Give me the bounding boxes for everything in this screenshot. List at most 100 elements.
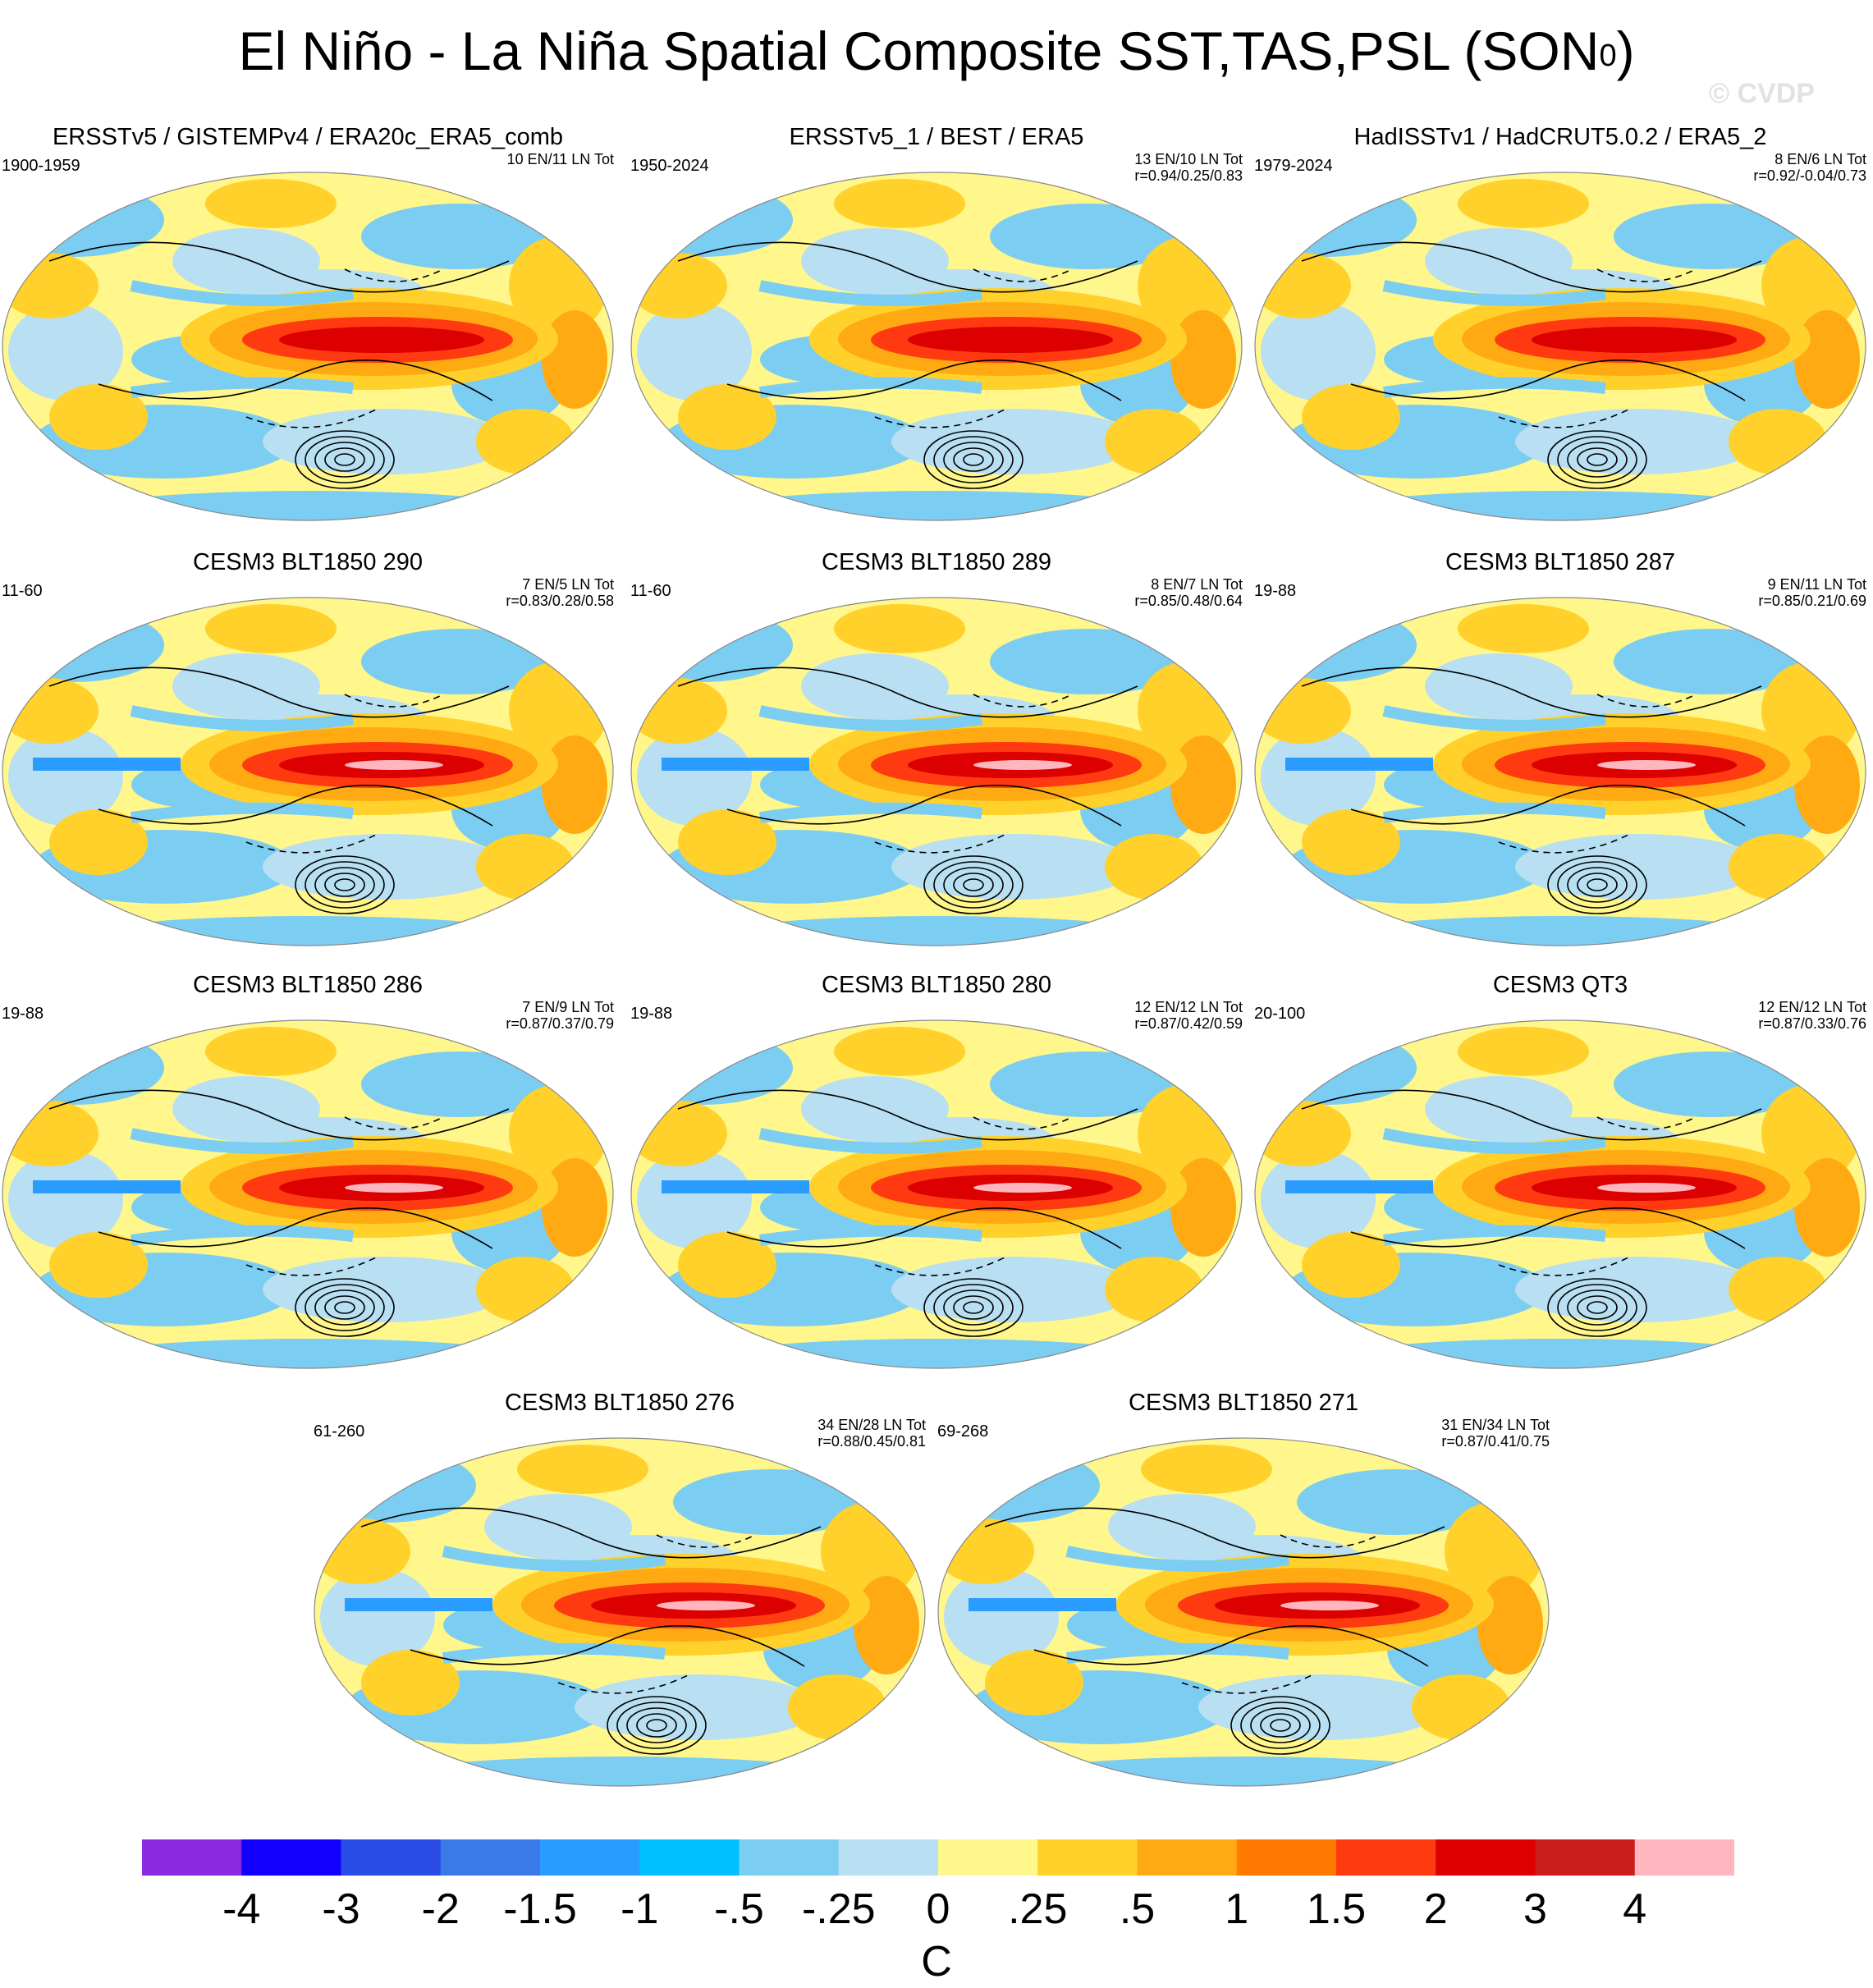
colorbar-swatch xyxy=(440,1839,541,1876)
map-panel: CESM3 BLT1850 286 19-88 7 EN/9 LN Tot r=0… xyxy=(0,971,616,1373)
panel-years: 20-100 xyxy=(1254,1005,1306,1023)
colorbar-tick-label: -2 xyxy=(421,1885,460,1933)
colorbar-swatch xyxy=(341,1839,442,1876)
anomaly-map xyxy=(1254,172,1866,521)
panel-title: CESM3 BLT1850 286 xyxy=(193,972,423,998)
panel-stats: 12 EN/12 LN Tot r=0.87/0.42/0.59 xyxy=(1134,999,1243,1032)
colorbar-units: C xyxy=(921,1938,952,1986)
colorbar-tick-label: 2 xyxy=(1423,1885,1448,1933)
colorbar-tick-label: 0 xyxy=(926,1885,950,1933)
panel-title: CESM3 BLT1850 290 xyxy=(193,549,423,575)
panel-title: CESM3 BLT1850 287 xyxy=(1445,549,1675,575)
panel-stats: 7 EN/5 LN Tot r=0.83/0.28/0.58 xyxy=(506,576,614,609)
panel-stats: 13 EN/10 LN Tot r=0.94/0.25/0.83 xyxy=(1134,151,1243,184)
panel-stats: 31 EN/34 LN Tot r=0.87/0.41/0.75 xyxy=(1441,1417,1550,1450)
watermark: © CVDP xyxy=(1709,78,1815,109)
colorbar-swatch xyxy=(1535,1839,1636,1876)
panel-stats: 12 EN/12 LN Tot r=0.87/0.33/0.76 xyxy=(1758,999,1866,1032)
colorbar-tick-label: 3 xyxy=(1523,1885,1547,1933)
panel-title: CESM3 BLT1850 271 xyxy=(1129,1390,1358,1416)
colorbar-swatch xyxy=(1236,1839,1337,1876)
colorbar-tick-label: .25 xyxy=(1008,1885,1068,1933)
psl-contours xyxy=(1301,241,1762,489)
colorbar-swatch xyxy=(1436,1839,1536,1876)
colorbar-swatch xyxy=(639,1839,740,1876)
panel-years: 19-88 xyxy=(630,1005,673,1023)
anomaly-map xyxy=(630,597,1243,946)
colorbar-swatch xyxy=(1137,1839,1238,1876)
panel-title: ERSSTv5_1 / BEST / ERA5 xyxy=(789,124,1084,150)
anomaly-map xyxy=(2,1019,614,1369)
panel-years: 1950-2024 xyxy=(630,157,709,175)
psl-contours xyxy=(677,1089,1138,1337)
map-fill xyxy=(2,598,613,946)
colorbar xyxy=(142,1839,1734,1876)
anomaly-map xyxy=(2,597,614,946)
psl-contours xyxy=(677,666,1138,914)
psl-contours xyxy=(984,1507,1445,1755)
panel-years: 1900-1959 xyxy=(2,157,80,175)
psl-contours xyxy=(360,1507,822,1755)
map-fill xyxy=(938,1438,1549,1786)
map-fill xyxy=(1255,598,1866,946)
map-panel: CESM3 BLT1850 287 19-88 9 EN/11 LN Tot r=… xyxy=(1252,548,1868,950)
colorbar-swatch xyxy=(739,1839,840,1876)
map-fill xyxy=(314,1438,925,1786)
map-fill xyxy=(631,1020,1242,1368)
panel-years: 1979-2024 xyxy=(1254,157,1333,175)
panel-stats: 8 EN/7 LN Tot r=0.85/0.48/0.64 xyxy=(1134,576,1243,609)
panel-years: 11-60 xyxy=(630,582,671,600)
panel-title: CESM3 BLT1850 289 xyxy=(822,549,1051,575)
panel-years: 69-268 xyxy=(937,1422,989,1441)
psl-contours xyxy=(1301,666,1762,914)
map-panel: CESM3 BLT1850 290 11-60 7 EN/5 LN Tot r=0… xyxy=(0,548,616,950)
psl-contours xyxy=(48,1089,510,1337)
panel-years: 61-260 xyxy=(314,1422,365,1441)
colorbar-swatch xyxy=(1634,1839,1734,1876)
psl-contours xyxy=(48,241,510,489)
colorbar-tick-label: -4 xyxy=(222,1885,261,1933)
map-fill xyxy=(2,172,613,520)
panel-stats: 9 EN/11 LN Tot r=0.85/0.21/0.69 xyxy=(1758,576,1866,609)
colorbar-swatch xyxy=(142,1839,242,1876)
map-fill xyxy=(631,598,1242,946)
colorbar-tick-label: -3 xyxy=(322,1885,360,1933)
colorbar-tick-label: 1.5 xyxy=(1306,1885,1367,1933)
panel-title: CESM3 QT3 xyxy=(1492,972,1628,998)
panel-years: 19-88 xyxy=(2,1005,44,1023)
panel-years: 19-88 xyxy=(1254,582,1297,600)
anomaly-map xyxy=(314,1437,926,1787)
colorbar-swatch xyxy=(838,1839,939,1876)
colorbar-tick-label: -1.5 xyxy=(503,1885,577,1933)
anomaly-map xyxy=(1254,1019,1866,1369)
colorbar-swatch xyxy=(1037,1839,1138,1876)
panel-stats: 10 EN/11 LN Tot xyxy=(506,151,614,167)
anomaly-map xyxy=(630,1019,1243,1369)
colorbar-swatch xyxy=(938,1839,1038,1876)
panel-title: CESM3 BLT1850 276 xyxy=(505,1390,735,1416)
panel-title: HadISSTv1 / HadCRUT5.0.2 / ERA5_2 xyxy=(1353,124,1767,150)
map-fill xyxy=(1255,172,1866,520)
map-panel: CESM3 QT3 20-100 12 EN/12 LN Tot r=0.87/0… xyxy=(1252,971,1868,1373)
anomaly-map xyxy=(2,172,614,521)
psl-contours xyxy=(1301,1089,1762,1337)
map-panel: ERSSTv5_1 / BEST / ERA5 1950-2024 13 EN/… xyxy=(629,123,1244,525)
psl-contours xyxy=(48,666,510,914)
psl-contours xyxy=(677,241,1138,489)
panel-stats: 8 EN/6 LN Tot r=0.92/-0.04/0.73 xyxy=(1753,151,1866,184)
colorbar-tick-label: 1 xyxy=(1225,1885,1249,1933)
map-panel: CESM3 BLT1850 289 11-60 8 EN/7 LN Tot r=0… xyxy=(629,548,1244,950)
colorbar-tick-label: -.25 xyxy=(801,1885,876,1933)
figure-title: El Niño - La Niña Spatial Composite SST,… xyxy=(238,21,1635,81)
map-fill xyxy=(1255,1020,1866,1368)
panel-stats: 7 EN/9 LN Tot r=0.87/0.37/0.79 xyxy=(506,999,614,1032)
panel-title: ERSSTv5 / GISTEMPv4 / ERA20c_ERA5_comb xyxy=(52,124,564,150)
panel-years: 11-60 xyxy=(2,582,43,600)
panel-stats: 34 EN/28 LN Tot r=0.88/0.45/0.81 xyxy=(817,1417,926,1450)
colorbar-swatch xyxy=(241,1839,341,1876)
colorbar-tick-label: -.5 xyxy=(714,1885,764,1933)
anomaly-map xyxy=(937,1437,1550,1787)
colorbar-swatch xyxy=(540,1839,640,1876)
colorbar-swatch xyxy=(1336,1839,1436,1876)
anomaly-map xyxy=(1254,597,1866,946)
